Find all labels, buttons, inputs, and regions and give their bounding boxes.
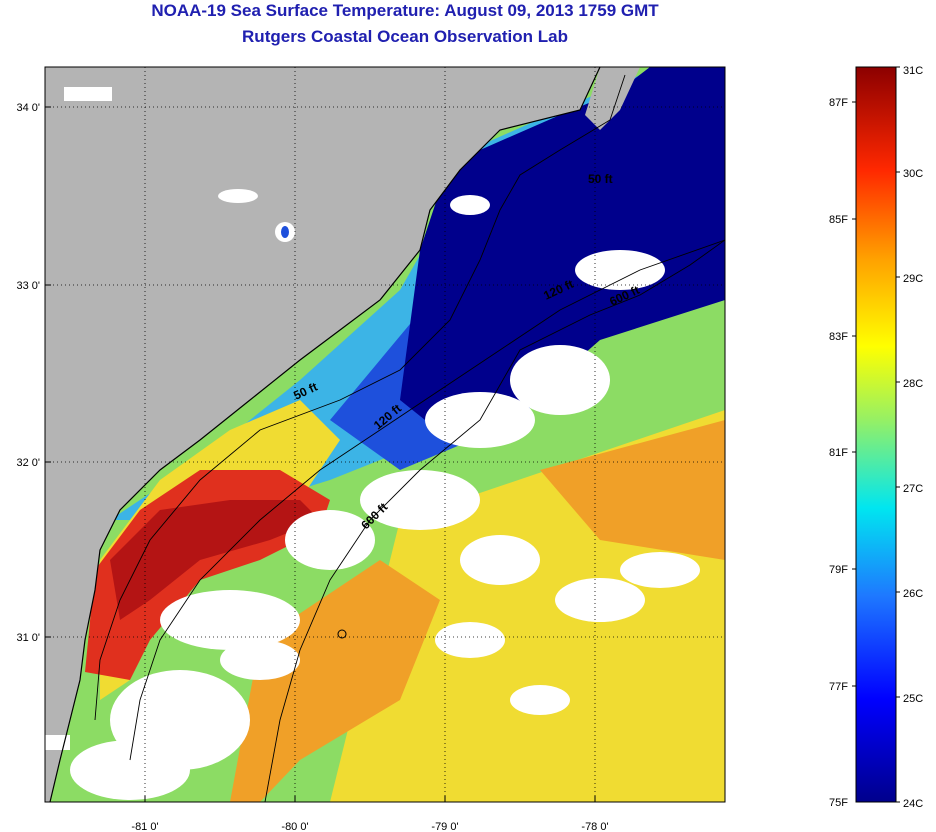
longitude-tick-label: -79 0': [431, 821, 458, 832]
map-subtitle: Rutgers Coastal Ocean Observation Lab: [242, 27, 568, 46]
longitude-tick-label: -80 0': [281, 821, 308, 832]
latitude-tick-label: 33 0': [16, 280, 40, 292]
colorbar-fahrenheit-label: 75F: [829, 797, 848, 809]
colorbar-celsius-label: 25C: [903, 693, 923, 705]
colorbar: [855, 66, 897, 803]
warm-sst-zone: [230, 560, 440, 802]
latitude-tick-label: 31 0': [16, 632, 40, 644]
longitude-tick-label: -81 0': [131, 821, 158, 832]
hot-sst-zone: [110, 500, 320, 620]
colorbar-fahrenheit-label: 87F: [829, 97, 848, 109]
inland-water-pixel: [281, 226, 289, 238]
longitude-tick-label: -78 0': [581, 821, 608, 832]
colorbar-celsius-label: 26C: [903, 588, 923, 600]
latitude-tick-label: 34 0': [16, 102, 40, 114]
latitude-tick-label: 32 0': [16, 457, 40, 469]
colorbar-celsius-label: 31C: [903, 65, 923, 77]
station-marker: [337, 629, 347, 639]
axis-ticks: [45, 106, 596, 802]
colorbar-fahrenheit-label: 77F: [829, 681, 848, 693]
coldest-sst-zone: [400, 67, 725, 440]
coastline: [49, 67, 601, 802]
colorbar-celsius-label: 28C: [903, 378, 923, 390]
colorbar-fahrenheit-label: 81F: [829, 447, 848, 459]
contour-50ft: [94, 74, 626, 721]
colorbar-fahrenheit-label: 83F: [829, 331, 848, 343]
contour-label: 50 ft: [588, 172, 613, 186]
grid-lines: [45, 67, 725, 802]
land-mass: [45, 67, 600, 802]
map-frame: [44, 66, 726, 803]
colorbar-celsius-label: 24C: [903, 798, 923, 810]
colorbar-fahrenheit-label: 79F: [829, 564, 848, 576]
colorbar-ticks: [852, 66, 900, 803]
colorbar-celsius-label: 27C: [903, 483, 923, 495]
cloud-mask: [70, 195, 700, 800]
land-mass: [585, 67, 640, 130]
colorbar-celsius-label: 30C: [903, 168, 923, 180]
map-title: NOAA-19 Sea Surface Temperature: August …: [151, 1, 659, 20]
colorbar-fahrenheit-label: 85F: [829, 214, 848, 226]
warm-sst-zone: [540, 420, 725, 560]
inland-cloud: [45, 87, 295, 750]
contour-120ft: [129, 239, 725, 761]
map-panel: 50 ft 50 ft 120 ft 120 ft 600 ft 600 ft: [45, 67, 725, 802]
contour-600ft: [264, 239, 725, 802]
colorbar-celsius-label: 29C: [903, 273, 923, 285]
